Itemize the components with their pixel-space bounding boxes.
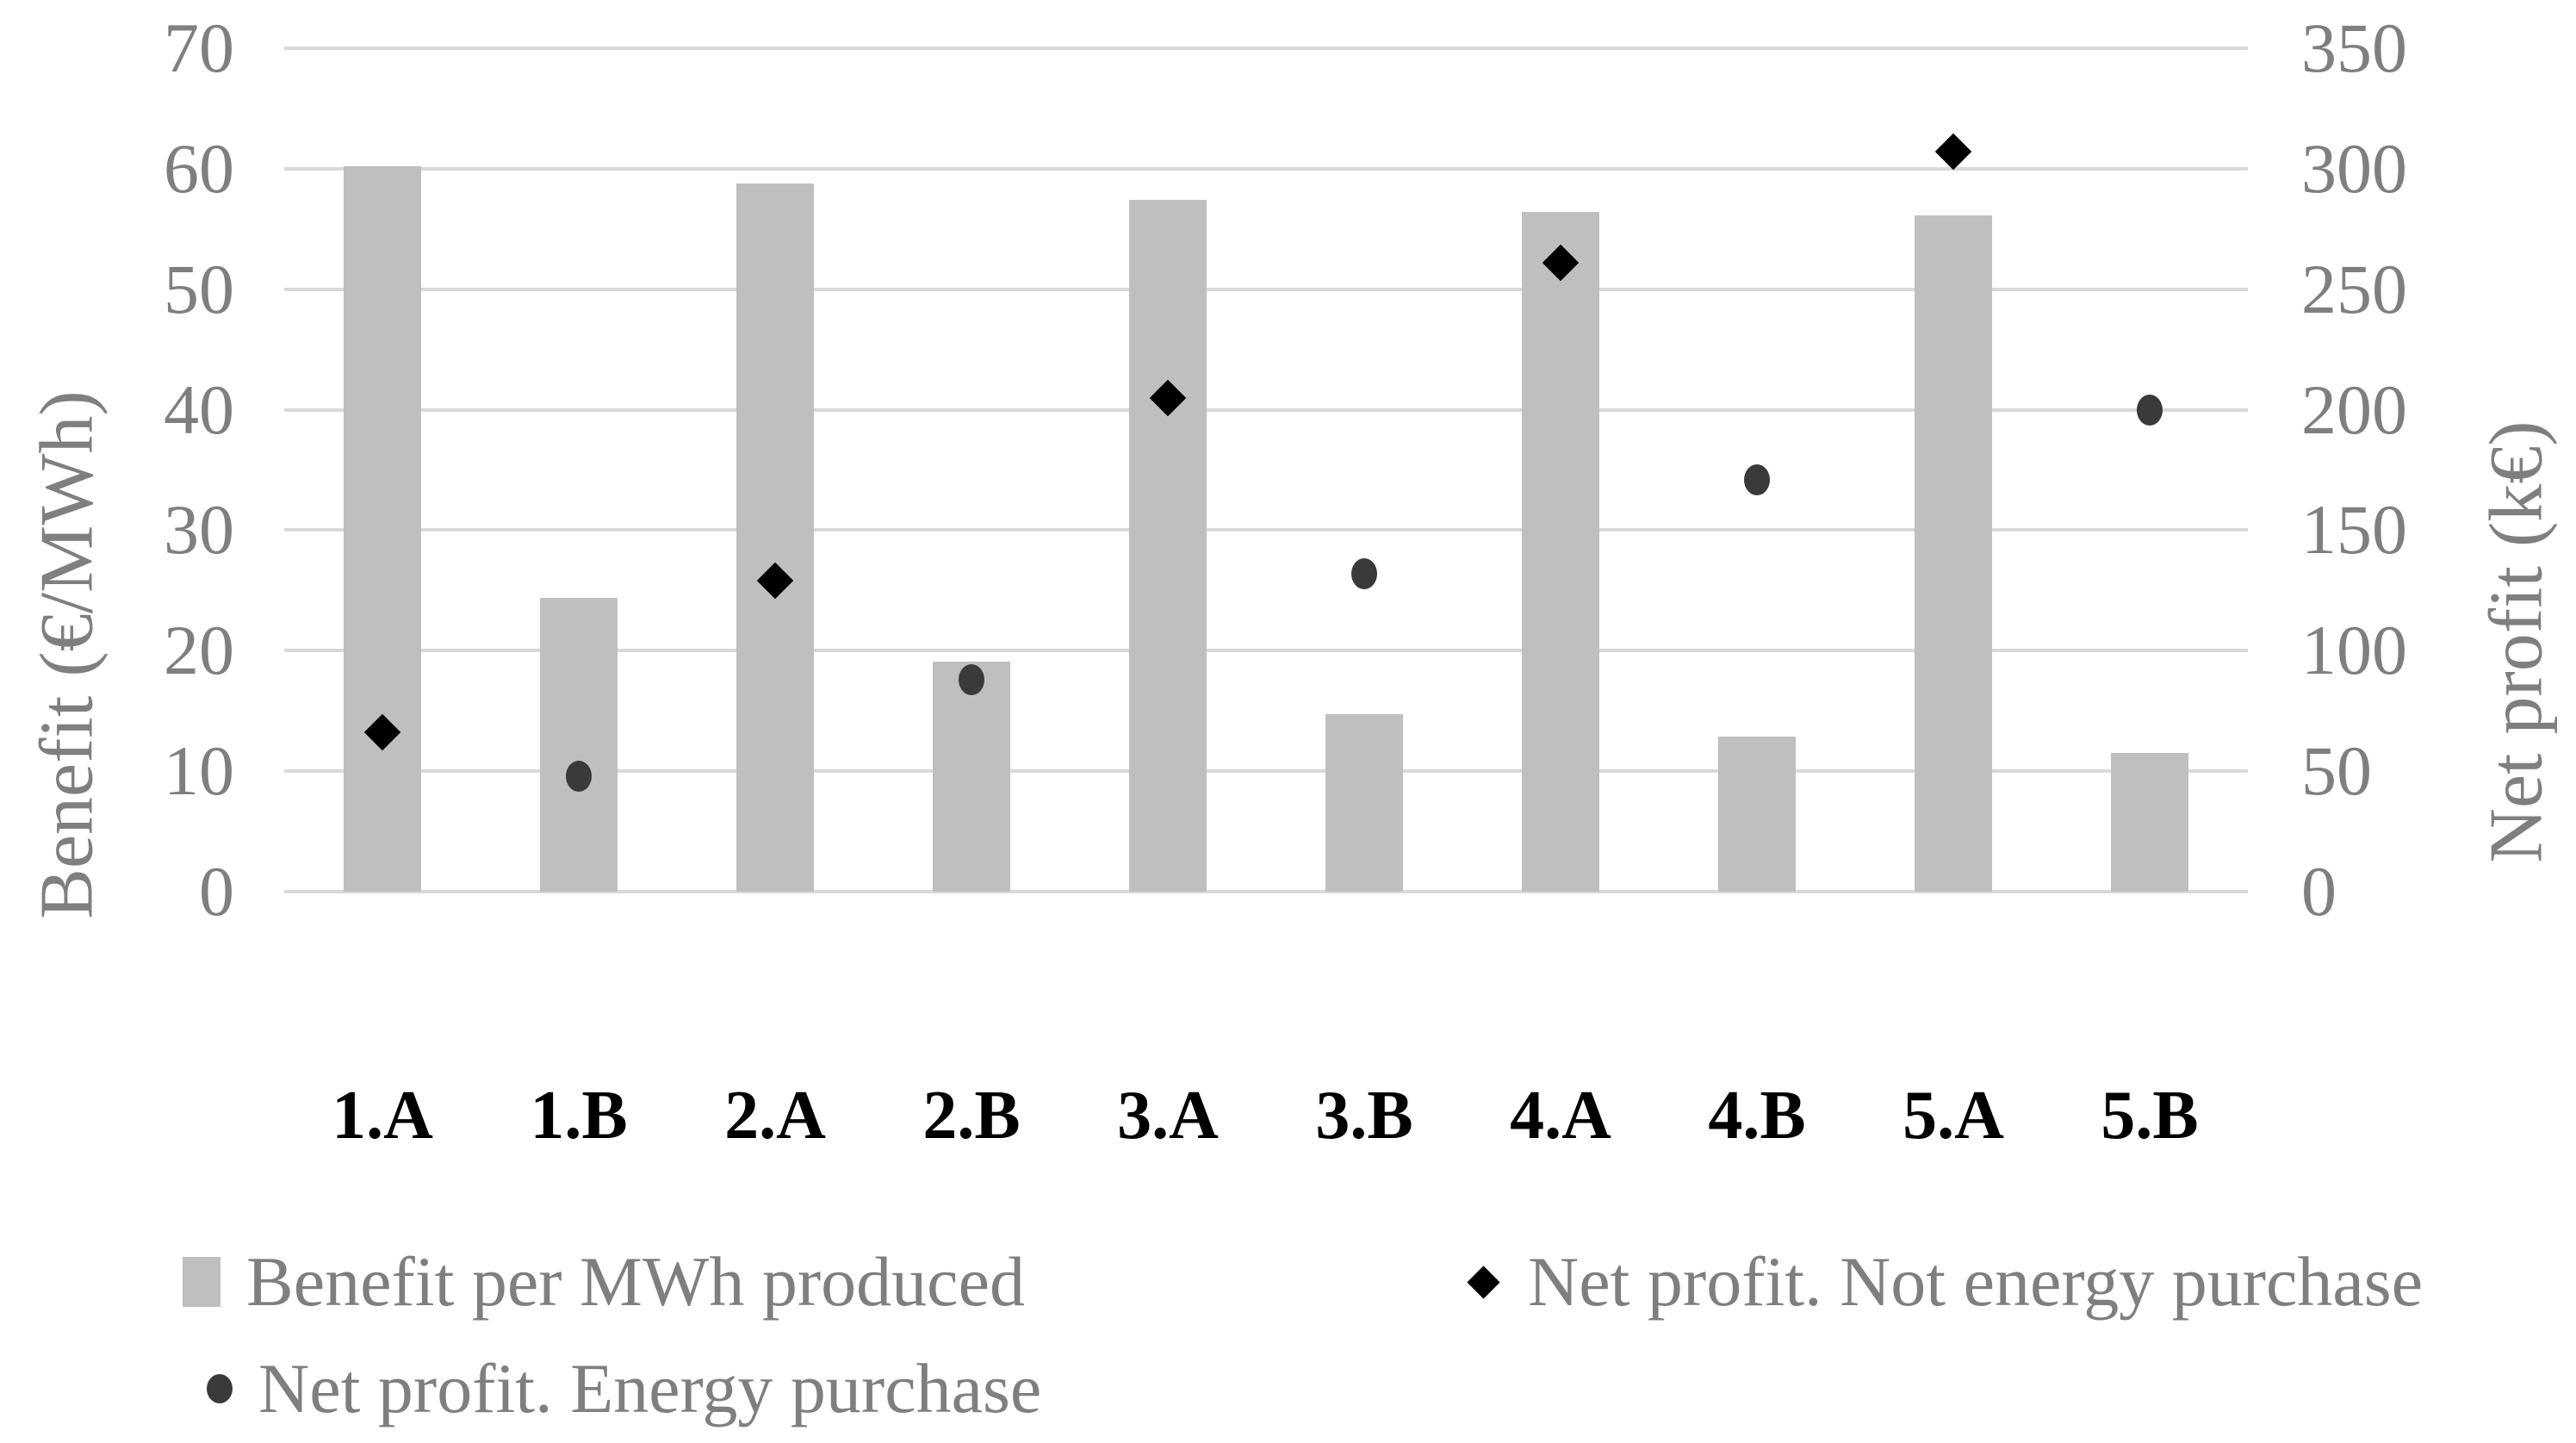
left-tick-40: 40 — [164, 370, 234, 449]
x-label-3.B: 3.B — [1315, 1078, 1413, 1154]
left-tick-50: 50 — [164, 249, 234, 328]
bar-3.A — [1129, 200, 1207, 892]
diamond-marker-icon — [1464, 1263, 1502, 1301]
right-tick-50: 50 — [2301, 731, 2372, 811]
bar-swatch-icon — [183, 1257, 220, 1307]
bar-1.B — [540, 597, 618, 892]
bar-4.B — [1718, 736, 1796, 892]
right-tick-300: 300 — [2301, 128, 2407, 208]
bar-3.B — [1325, 714, 1403, 892]
diamond-marker-4.A — [1542, 244, 1580, 282]
diamond-marker-5.A — [1934, 133, 1972, 171]
circle-marker-3.B — [1351, 557, 1377, 589]
circle-marker-2.B — [959, 663, 984, 695]
left-tick-70: 70 — [164, 9, 234, 87]
gridline — [284, 890, 2248, 893]
right-tick-250: 250 — [2301, 249, 2407, 328]
gridline — [284, 649, 2248, 653]
left-tick-10: 10 — [164, 731, 234, 811]
circle-marker-4.B — [1744, 463, 1770, 495]
gridline — [284, 769, 2248, 774]
x-label-4.B: 4.B — [1708, 1078, 1806, 1154]
x-label-2.A: 2.A — [724, 1078, 826, 1154]
bar-2.B — [933, 661, 1010, 892]
circle-marker-icon — [207, 1374, 233, 1403]
right-tick-100: 100 — [2301, 611, 2407, 690]
right-tick-150: 150 — [2301, 490, 2407, 569]
bar-5.A — [1915, 215, 1992, 892]
left-tick-20: 20 — [164, 611, 234, 690]
left-tick-30: 30 — [164, 490, 234, 569]
right-tick-200: 200 — [2301, 370, 2407, 449]
diamond-marker-3.A — [1149, 379, 1187, 417]
gridline — [284, 407, 2248, 412]
legend-label: Net profit. Not energy purchase — [1528, 1242, 2424, 1321]
bar-1.A — [344, 166, 421, 892]
legend-label: Net profit. Energy purchase — [258, 1349, 1042, 1427]
x-label-5.B: 5.B — [2101, 1078, 2199, 1154]
legend-label: Benefit per MWh produced — [246, 1242, 1025, 1321]
x-label-5.A: 5.A — [1903, 1078, 2004, 1154]
gridline — [284, 528, 2248, 532]
left-tick-60: 60 — [164, 128, 234, 208]
circle-marker-1.B — [566, 760, 592, 792]
bar-5.B — [2111, 753, 2188, 892]
gridline — [284, 287, 2248, 291]
x-label-2.B: 2.B — [922, 1078, 1021, 1154]
x-label-3.A: 3.A — [1117, 1078, 1219, 1154]
legend-item-benefit-per-mwh: Benefit per MWh produced — [183, 1239, 1025, 1325]
x-label-1.B: 1.B — [530, 1078, 628, 1154]
x-label-4.A: 4.A — [1510, 1078, 1611, 1154]
legend-item-net-profit-energy-purchase: Net profit. Energy purchase — [207, 1346, 1041, 1432]
gridline — [284, 166, 2248, 171]
gridline — [284, 47, 2248, 50]
left-tick-0: 0 — [199, 852, 234, 930]
right-tick-350: 350 — [2301, 9, 2407, 87]
bar-4.A — [1522, 212, 1599, 892]
bar-2.A — [736, 183, 814, 892]
diamond-marker-1.A — [363, 713, 401, 751]
right-tick-0: 0 — [2301, 852, 2337, 930]
legend-item-net-profit-not-energy-purchase: Net profit. Not energy purchase — [1464, 1239, 2423, 1325]
diamond-marker-2.A — [756, 562, 794, 600]
circle-marker-5.B — [2137, 394, 2163, 426]
x-label-1.A: 1.A — [332, 1078, 433, 1154]
